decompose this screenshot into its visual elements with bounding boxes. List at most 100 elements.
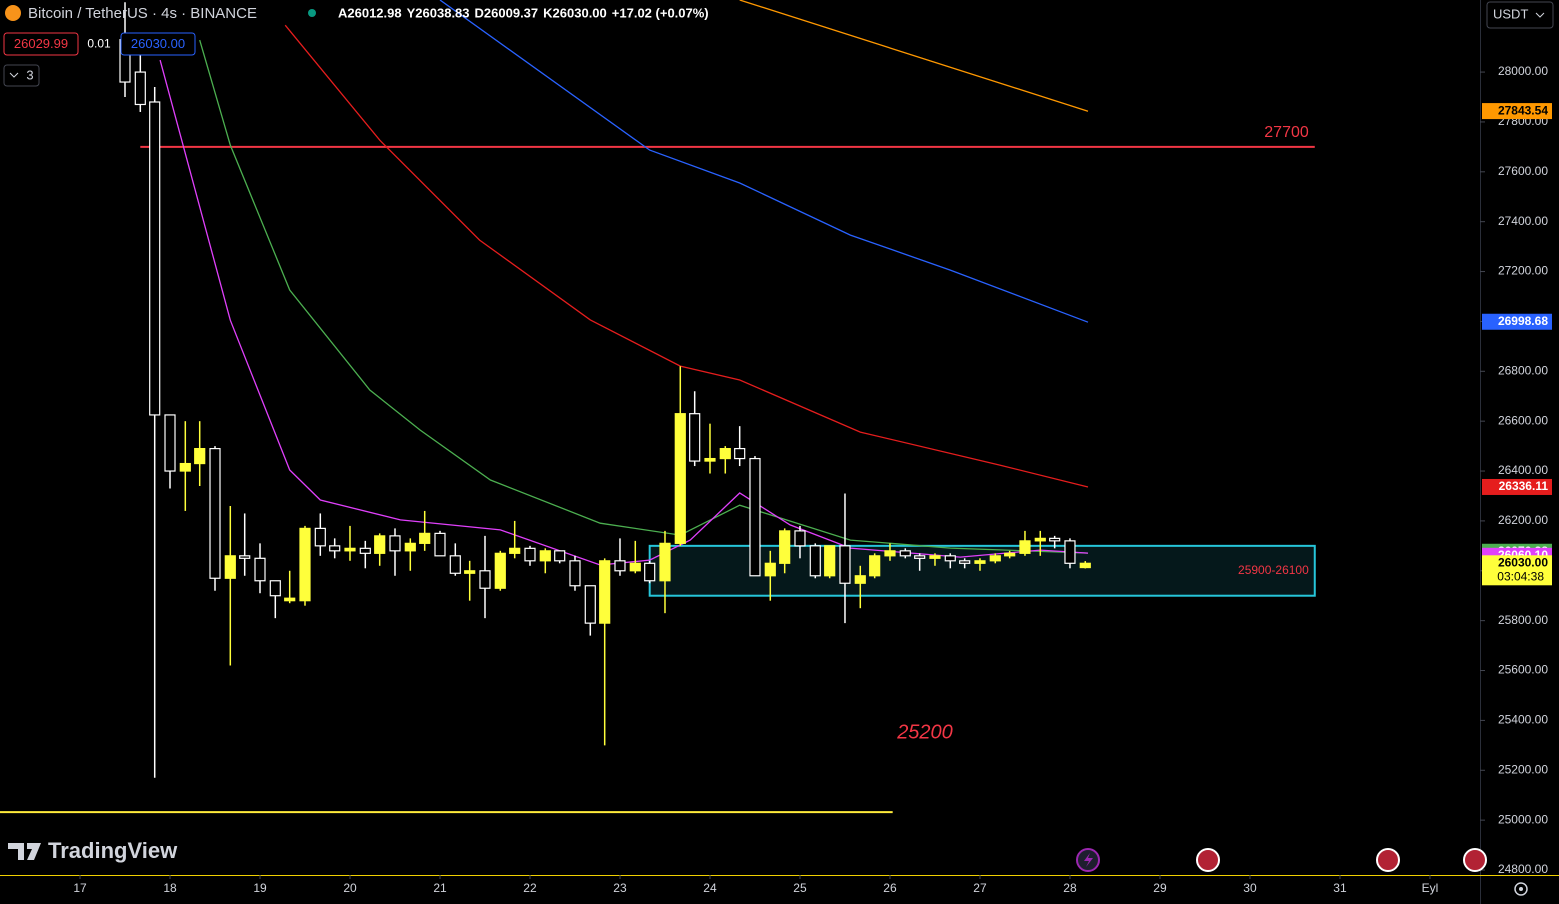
price-tag-label: 26030.00 [1498,555,1548,569]
candle-body [494,552,506,589]
candle-body [929,555,941,559]
symbol-logo[interactable] [5,5,21,21]
time-axis: 17 18 19 20 21 22 23 24 25 26 27 28 29 30 31 Eyl [73,875,1438,895]
moving-average [284,24,1089,488]
candle-body [659,542,671,582]
candle-body [734,447,746,460]
plot-area: 25900-26100 27700 25200 [0,0,1316,814]
zone-label: 25900-26100 [1238,563,1309,577]
event-icon[interactable] [1196,848,1220,872]
candle-body [944,555,956,562]
status-dot [308,9,316,17]
candle-body [794,530,806,547]
moving-average [739,0,1089,112]
price-tag-label: 26336.11 [1499,479,1549,493]
candle-body [989,555,1001,562]
candle-body [524,547,536,562]
price-axis: 28000.0027800.0027600.0027400.0027200.00… [1480,64,1552,876]
candle-body [749,457,761,577]
x-tick-label: Eyl [1422,881,1439,895]
candle-body [629,562,641,572]
candle-body [719,447,731,460]
bid-price[interactable]: 26029.99 [14,36,68,51]
candle-body [1049,537,1061,542]
y-tick-label: 27600.00 [1498,164,1548,178]
candle-body [869,555,881,577]
chevron-icon [1535,12,1545,18]
settings-icon[interactable] [1514,882,1528,896]
y-tick-label: 25600.00 [1498,663,1548,677]
x-tick-label: 19 [253,881,267,895]
candle-body [554,550,566,562]
candle-body [779,530,791,564]
candle-body [824,545,836,577]
ohlc-values: A26012.98 Y26038.83 D26009.37 K26030.00 +17.… [338,5,709,20]
candle-body [344,547,356,552]
settings-icon-center [1519,887,1523,891]
y-tick-label: 25400.00 [1498,713,1548,727]
candle-body [599,560,611,624]
lightning-icon [1084,853,1093,867]
spread: 0.01 [87,37,111,51]
ohlc-value: K26030.00 [543,5,607,20]
sell-button[interactable] [3,32,79,56]
y-tick-label: 25800.00 [1498,613,1548,627]
indicator-count[interactable]: 3 [26,67,33,82]
candle-body [299,527,311,602]
x-tick-label: 22 [523,881,537,895]
annotation: 25200 [896,721,953,743]
candle-body [809,545,821,577]
x-tick-label: 23 [613,881,627,895]
event-icon[interactable] [1463,848,1487,872]
buy-button[interactable] [120,32,196,56]
x-tick-label: 29 [1153,881,1167,895]
price-tag [1482,103,1552,120]
brand-logo [8,843,41,860]
candle-body [134,71,146,106]
ask-price[interactable]: 26030.00 [131,36,185,51]
x-tick-label: 25 [793,881,807,895]
candle-body [389,535,401,552]
candle-body [689,413,701,462]
candle-body [959,560,971,564]
candle-body [209,447,221,579]
y-tick-label: 26400.00 [1498,463,1548,477]
countdown: 03:04:38 [1497,569,1544,583]
candle-body [1034,537,1046,542]
candle-body [509,547,521,554]
currency[interactable]: USDT [1493,6,1528,21]
candle-body [269,580,281,597]
candle-body [164,414,176,472]
moving-average [199,39,1089,554]
ohlc-value: D26009.37 [475,5,539,20]
candle-body [404,542,416,552]
candle-body [854,575,866,584]
price-tag-label: 26998.68 [1498,314,1548,328]
candle-body [374,535,386,554]
symbol-title[interactable]: Bitcoin / TetherUS · 4s · BINANCE [28,5,257,22]
candle-body [899,550,911,557]
candle-body [314,527,326,547]
event-icon[interactable] [1376,848,1400,872]
candle-body [1019,540,1031,554]
x-tick-label: 27 [973,881,987,895]
y-tick-label: 25000.00 [1498,812,1548,826]
price-tag [1482,313,1552,330]
candle-body [704,457,716,462]
candle-body [254,557,266,582]
currency-select[interactable] [1486,1,1554,29]
candle-body [674,413,686,544]
candle-body [764,562,776,577]
candle-body [464,570,476,574]
price-tag [1482,478,1552,495]
candle-body [884,550,896,557]
brand: TradingView [48,838,178,863]
level-label: 27700 [1264,124,1309,141]
candle-body [434,532,446,557]
price-tag-label: 27843.54 [1498,103,1548,117]
y-tick-label: 24800.00 [1498,862,1548,876]
indicators-toggle[interactable] [3,64,40,87]
y-tick-label: 26800.00 [1498,363,1548,377]
candle-body [224,555,236,579]
candle-body [614,560,626,572]
